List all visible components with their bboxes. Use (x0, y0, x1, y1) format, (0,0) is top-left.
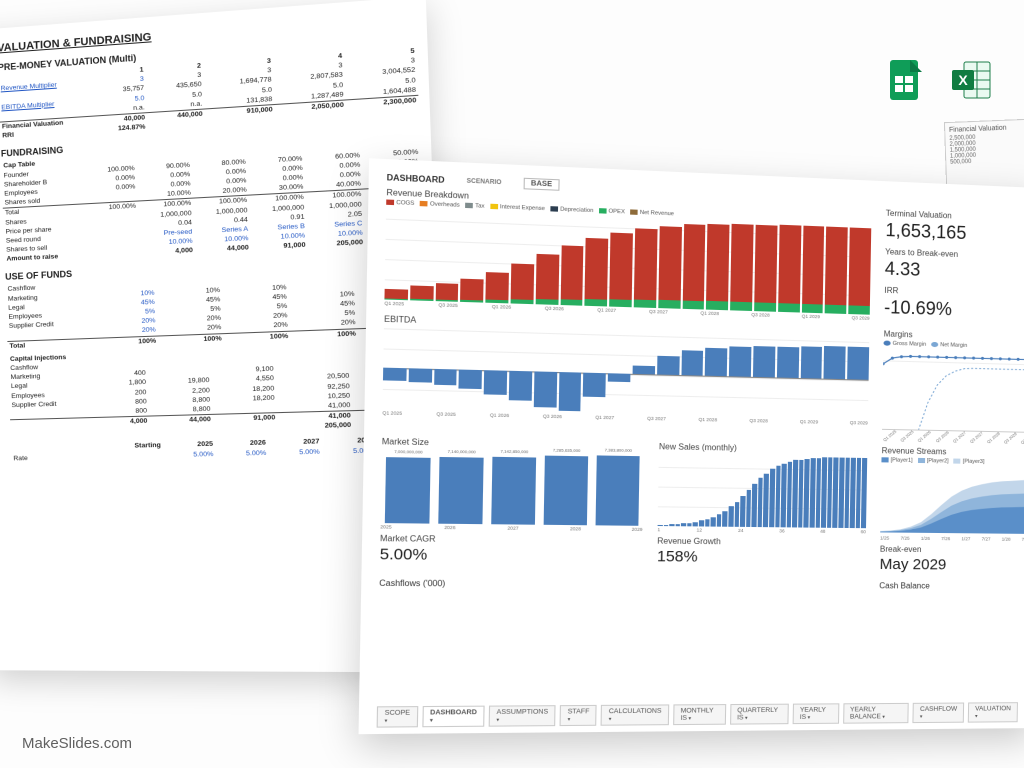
dashboard-heading: DASHBOARD (387, 173, 445, 185)
google-sheets-icon (884, 58, 928, 102)
tab-assumptions[interactable]: ASSUMPTIONS (489, 705, 556, 727)
tab-dashboard[interactable]: DASHBOARD (422, 706, 485, 728)
tab-yearly-is[interactable]: YEARLY IS (792, 703, 838, 724)
tab-monthly-is[interactable]: MONTHLY IS (673, 704, 726, 725)
tab-valuation[interactable]: VALUATION (968, 702, 1018, 722)
cashflows-title: Cashflows ('000) (379, 578, 865, 590)
revenue-growth-label: Revenue Growth (657, 536, 866, 547)
app-icons-row: X (884, 58, 994, 102)
dashboard-card: DASHBOARD SCENARIO BASE Revenue Breakdow… (358, 158, 1024, 734)
market-size-chart: 7,000,000,0007,140,000,0007,142,850,0007… (380, 449, 644, 526)
tab-staff[interactable]: STAFF (560, 705, 597, 726)
ebitda-chart (382, 326, 869, 419)
tab-calculations[interactable]: CALCULATIONS (601, 704, 669, 725)
revenue-streams-chart (880, 465, 1024, 534)
margins-x-axis: Q1 2025Q3 2025Q1 2026Q3 2026Q1 2027Q3 20… (882, 433, 1024, 441)
sheet-tabs: SCOPEDASHBOARDASSUMPTIONSSTAFFCALCULATIO… (377, 702, 1018, 727)
revenue-streams-title: Revenue Streams (882, 446, 1024, 458)
tab-scope[interactable]: SCOPE (377, 706, 418, 728)
svg-text:X: X (958, 72, 968, 88)
breakeven-label: Break-even (880, 545, 1024, 556)
revenue-breakdown-chart (384, 208, 871, 315)
tab-yearly-balance[interactable]: YEARLY BALANCE (843, 703, 909, 724)
captable: Cap Table Founder100.00%90.00%80.00%70.0… (1, 137, 424, 264)
margins-chart (882, 349, 1024, 434)
irr-value: -10.69% (884, 297, 1024, 324)
market-cagr-label: Market CAGR (380, 534, 643, 546)
scenario-select[interactable]: BASE (523, 178, 560, 191)
excel-icon: X (950, 58, 994, 102)
cash-balance-title: Cash Balance (879, 581, 1024, 591)
new-sales-chart (658, 453, 868, 528)
market-cagr-value: 5.00% (380, 545, 643, 565)
tab-quarterly-is[interactable]: QUARTERLY IS (730, 704, 789, 725)
breakeven-value: May 2029 (879, 556, 1024, 574)
watermark: MakeSlides.com (22, 735, 132, 752)
revenue-growth-value: 158% (657, 548, 866, 567)
tab-cashflow[interactable]: CASHFLOW (913, 703, 965, 724)
